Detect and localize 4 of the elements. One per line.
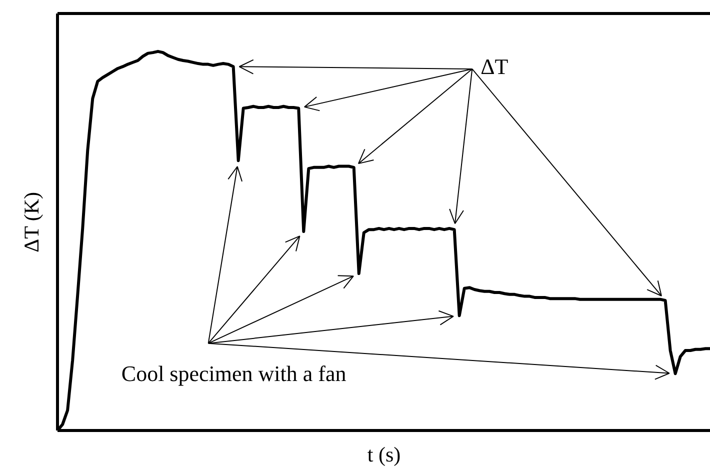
- x-axis-title: t (s): [367, 442, 401, 466]
- y-axis-title: ΔT (K): [20, 192, 44, 252]
- annotation: Cool specimen with a fan: [121, 360, 346, 386]
- annotation: ΔT: [480, 54, 509, 79]
